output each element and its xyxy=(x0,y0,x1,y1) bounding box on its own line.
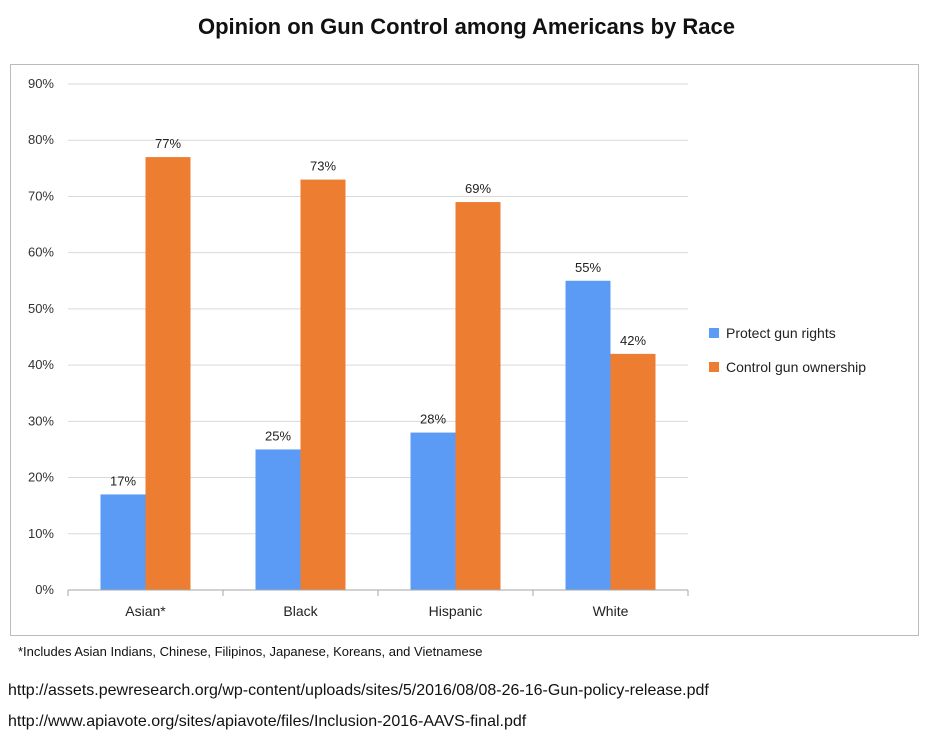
legend-label: Control gun ownership xyxy=(726,359,866,375)
data-label: 73% xyxy=(310,159,336,174)
y-tick-label: 20% xyxy=(28,470,54,485)
y-tick-label: 30% xyxy=(28,413,54,428)
y-tick-label: 70% xyxy=(28,188,54,203)
legend-swatch xyxy=(709,362,719,372)
bar xyxy=(610,353,656,590)
source-link-apiavote[interactable]: http://www.apiavote.org/sites/apiavote/f… xyxy=(8,713,527,730)
y-axis-ticks: 0% 10% 20% 30% 40% 50% 60% 70% 80% 90% xyxy=(28,76,54,597)
legend: Protect gun rights Control gun ownership xyxy=(709,325,866,375)
y-tick-label: 50% xyxy=(28,301,54,316)
x-axis: Asian* Black Hispanic White xyxy=(67,589,689,619)
footnote: *Includes Asian Indians, Chinese, Filipi… xyxy=(18,644,483,659)
bar xyxy=(255,449,301,590)
x-category-label: Black xyxy=(283,603,318,619)
y-tick-label: 10% xyxy=(28,526,54,541)
data-labels: 17% 77% 25% 73% 28% 69% 55% 42% xyxy=(110,136,646,488)
x-category-label: Asian* xyxy=(125,603,166,619)
bars xyxy=(100,157,656,591)
chart-frame xyxy=(10,64,919,636)
data-label: 55% xyxy=(575,260,601,275)
bar xyxy=(565,280,611,590)
bar xyxy=(300,179,346,591)
legend-label: Protect gun rights xyxy=(726,325,836,341)
y-tick-label: 0% xyxy=(35,582,54,597)
data-label: 77% xyxy=(155,136,181,151)
x-category-label: White xyxy=(593,603,629,619)
bar xyxy=(145,157,191,591)
y-tick-label: 80% xyxy=(28,132,54,147)
bar xyxy=(455,202,501,591)
data-label: 28% xyxy=(420,412,446,427)
chart-title: Opinion on Gun Control among Americans b… xyxy=(197,14,735,39)
legend-swatch xyxy=(709,328,719,338)
y-tick-label: 40% xyxy=(28,357,54,372)
data-label: 69% xyxy=(465,181,491,196)
source-link-pew[interactable]: http://assets.pewresearch.org/wp-content… xyxy=(8,682,709,699)
bar xyxy=(410,432,456,590)
bar-chart: 0% 10% 20% 30% 40% 50% 60% 70% 80% 90% 17% 77% 25% 7… xyxy=(28,76,866,619)
data-label: 17% xyxy=(110,473,136,488)
y-tick-label: 90% xyxy=(28,76,54,91)
data-label: 42% xyxy=(620,333,646,348)
x-category-label: Hispanic xyxy=(429,603,483,619)
y-tick-label: 60% xyxy=(28,245,54,260)
data-label: 25% xyxy=(265,428,291,443)
bar xyxy=(100,494,146,590)
